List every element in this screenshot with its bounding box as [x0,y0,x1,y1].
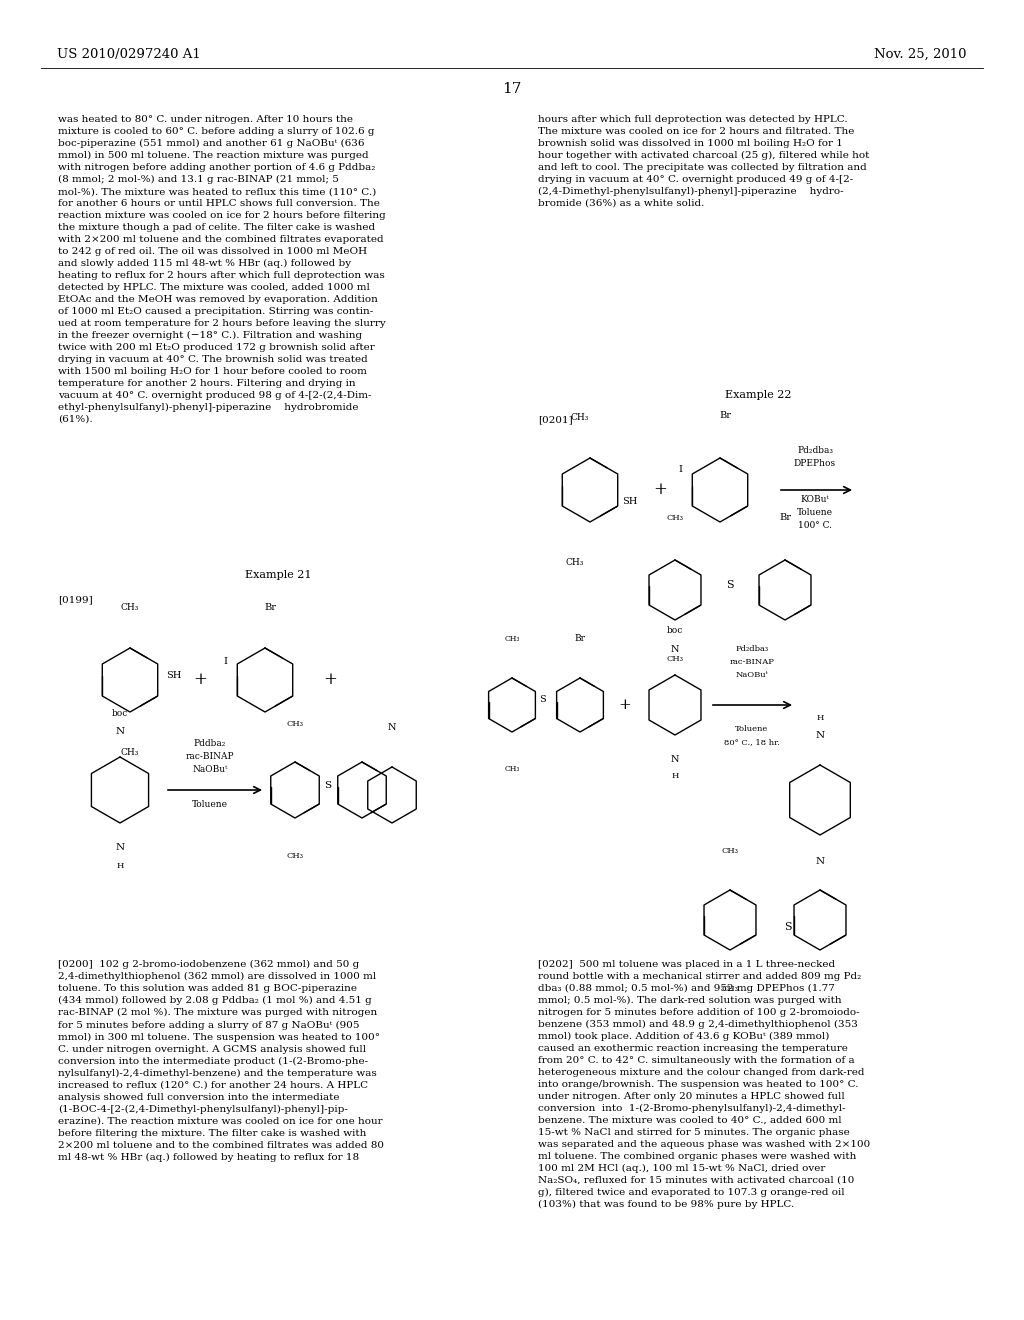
Text: [0199]: [0199] [58,595,93,605]
Text: Br: Br [719,411,731,420]
Text: H: H [672,772,679,780]
Text: H: H [117,862,124,870]
Text: Pd₂dba₃: Pd₂dba₃ [735,645,769,653]
Text: NaOBuᵗ: NaOBuᵗ [193,766,227,774]
Text: CH₃: CH₃ [570,413,589,422]
Text: S: S [325,780,332,789]
Text: hours after which full deprotection was detected by HPLC.
The mixture was cooled: hours after which full deprotection was … [538,115,869,209]
Text: Example 22: Example 22 [725,389,792,400]
Text: CH₃: CH₃ [667,513,683,521]
Text: Toluene: Toluene [797,508,833,517]
Text: [0200]  102 g 2-bromo-iodobenzene (362 mmol) and 50 g
2,4-dimethylthiophenol (36: [0200] 102 g 2-bromo-iodobenzene (362 mm… [58,960,384,1162]
Text: CH₃: CH₃ [504,766,520,774]
Text: Br: Br [264,603,276,612]
Text: KOBuᵗ: KOBuᵗ [801,495,829,504]
Text: Br: Br [779,513,791,521]
Text: boc: boc [667,626,683,635]
Text: [0201]: [0201] [538,414,572,424]
Text: rac-BINAP: rac-BINAP [185,752,234,762]
Text: N: N [815,858,824,866]
Text: N: N [116,727,125,737]
Text: Pddba₂: Pddba₂ [194,739,226,748]
Text: +: + [653,482,667,499]
Text: N: N [116,843,125,853]
Text: CH₃: CH₃ [504,635,520,643]
Text: N: N [671,755,679,764]
Text: CH₃: CH₃ [722,985,738,993]
Text: Toluene: Toluene [193,800,228,809]
Text: Toluene: Toluene [735,725,769,733]
Text: CH₃: CH₃ [121,748,139,756]
Text: CH₃: CH₃ [667,655,683,663]
Text: was heated to 80° C. under nitrogen. After 10 hours the
mixture is cooled to 60°: was heated to 80° C. under nitrogen. Aft… [58,115,386,424]
Text: 100° C.: 100° C. [798,521,831,531]
Text: CH₃: CH₃ [121,603,139,612]
Text: rac-BINAP: rac-BINAP [729,657,774,667]
Text: N: N [671,645,679,655]
Text: CH₃: CH₃ [287,851,303,861]
Text: S: S [726,579,734,590]
Text: [0202]  500 ml toluene was placed in a 1 L three-necked
round bottle with a mech: [0202] 500 ml toluene was placed in a 1 … [538,960,870,1209]
Text: I: I [678,466,682,474]
Text: SH: SH [622,498,637,507]
Text: boc: boc [112,709,128,718]
Text: +: + [618,698,632,711]
Text: CH₃: CH₃ [287,719,303,729]
Text: US 2010/0297240 A1: US 2010/0297240 A1 [57,48,201,61]
Text: Pd₂dba₃: Pd₂dba₃ [797,446,833,455]
Text: Example 21: Example 21 [245,570,311,579]
Text: I: I [223,657,227,667]
Text: DPEPhos: DPEPhos [794,459,836,469]
Text: N: N [815,730,824,739]
Text: S: S [539,696,546,705]
Text: NaOBuᵗ: NaOBuᵗ [735,671,768,678]
Text: Nov. 25, 2010: Nov. 25, 2010 [874,48,967,61]
Text: +: + [323,672,337,689]
Text: CH₃: CH₃ [722,847,738,855]
Text: 80° C., 18 hr.: 80° C., 18 hr. [724,738,780,746]
Text: H: H [816,714,823,722]
Text: Br: Br [574,634,586,643]
Text: SH: SH [166,671,181,680]
Text: S: S [784,921,792,932]
Text: N: N [388,723,396,733]
Text: CH₃: CH₃ [566,558,584,568]
Text: 17: 17 [503,82,521,96]
Text: +: + [194,672,207,689]
